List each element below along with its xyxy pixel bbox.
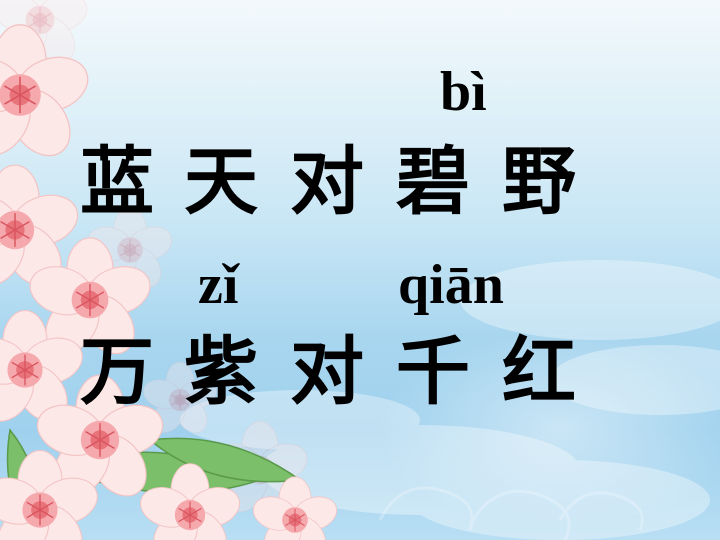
hanzi-ye: 野 [502,139,576,225]
hanzi-bi: 碧 [396,139,470,225]
hanzi-wan: 万 [80,329,154,415]
pinyin-bi: bì [440,61,487,123]
hanzi-zi: 紫 [184,329,258,415]
hanzi-dui-2: 对 [290,329,364,415]
hanzi-lan: 蓝 [80,139,154,225]
hanzi-qian: 千 [396,329,470,415]
hanzi-hong: 红 [502,329,576,415]
pinyin-qian: qiān [398,254,504,316]
pinyin-zi: zǐ [198,254,239,316]
hanzi-tian: 天 [184,139,258,225]
hanzi-dui: 对 [290,139,364,225]
